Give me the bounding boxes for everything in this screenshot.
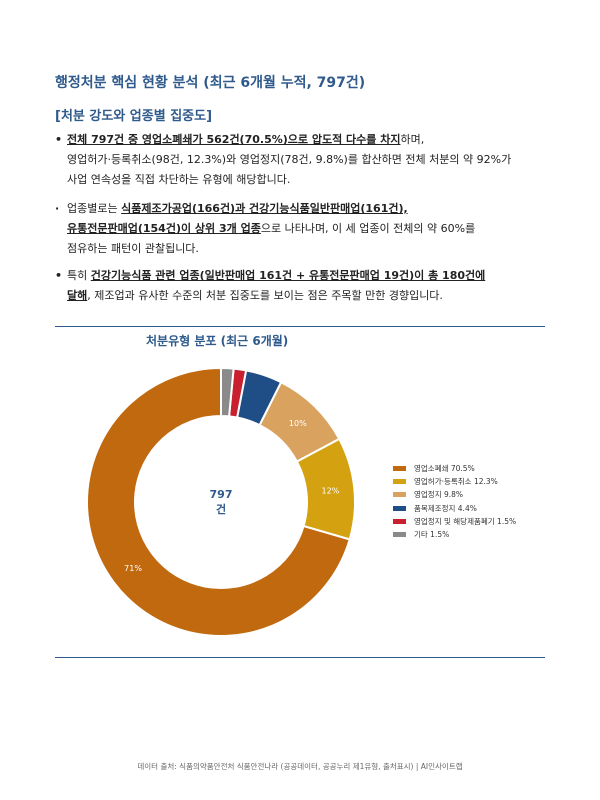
bullet-line: 영업허가·등록취소(98건, 12.3%)와 영업정지(78건, 9.8%)를 …	[67, 153, 512, 166]
bullet-text: 하며,	[400, 133, 425, 146]
legend-swatch	[393, 518, 406, 524]
legend-swatch	[393, 532, 406, 538]
bullet-item-overall: • 전체 797건 중 영업소폐쇄가 562건(70.5%)으로 압도적 다수를…	[55, 130, 555, 190]
legend-label: 영업정지 및 해당제품폐기 1.5%	[414, 516, 517, 526]
bullet-item-industry: · 업종별로는 식품제조가공업(166건)과 건강기능식품일반판매업(161건)…	[55, 199, 555, 259]
chart-top-divider	[55, 326, 545, 327]
footer-source: 데이터 출처: 식품의약품안전처 식품안전나라 (공공데이터, 공공누리 제1유…	[137, 762, 463, 771]
slice-data-label: 10%	[289, 419, 307, 428]
legend-label: 기타 1.5%	[414, 530, 450, 540]
section-heading: [처분 강도와 업종별 집중도]	[55, 109, 213, 124]
bullet-body: 업종별로는 식품제조가공업(166건)과 건강기능식품일반판매업(161건), …	[67, 199, 555, 259]
bullet-line: 달해, 제조업과 유사한 수준의 처분 집중도를 보이는 점은 주목할 만한 경…	[67, 286, 555, 306]
legend-label: 영업허가·등록취소 12.3%	[414, 477, 498, 487]
donut-center-value: 797	[210, 488, 233, 501]
legend-item: 영업정지 9.8%	[393, 488, 516, 501]
bullet-line: 점유하는 패턴이 관찰됩니다.	[67, 242, 199, 255]
bullet-highlight: 유통전문판매업(154건)이 상위 3개 업종	[67, 222, 261, 235]
chart-title: 처분유형 분포 (최근 6개월)	[146, 334, 289, 348]
donut-center-unit: 건	[216, 502, 226, 516]
legend-swatch	[393, 479, 406, 485]
bullet-marker: •	[55, 133, 63, 146]
legend-swatch	[393, 492, 406, 498]
bullet-text: 특히	[67, 269, 91, 282]
pie-slice-6	[220, 366, 235, 418]
legend-label: 영업정지 9.8%	[414, 490, 464, 500]
legend-swatch	[393, 466, 406, 472]
bullet-text: , 제조업과 유사한 수준의 처분 집중도를 보이는 점은 주목할 만한 경향입…	[87, 289, 443, 302]
page-title: 행정처분 핵심 현황 분석 (최근 6개월 누적, 797건)	[55, 75, 366, 91]
pie-slice-1	[86, 366, 351, 637]
chart-legend: 영업소폐쇄 70.5% 영업허가·등록취소 12.3% 영업정지 9.8% 품목제조정…	[393, 462, 516, 541]
bullet-text: 으로 나타나며, 이 세 업종이 전체의 약 60%를	[260, 222, 476, 235]
slice-data-label: 71%	[124, 564, 142, 573]
bullet-highlight: 달해	[67, 289, 88, 302]
bullet-line: 전체 797건 중 영업소폐쇄가 562건(70.5%)으로 압도적 다수를 차…	[67, 130, 555, 150]
bullet-highlight: 건강기능식품 관련 업종(일반판매업 161건 + 유통전문판매업 19건)이 …	[90, 269, 486, 282]
legend-item: 영업정지 및 해당제품폐기 1.5%	[393, 515, 516, 528]
bullet-body: 특히 건강기능식품 관련 업종(일반판매업 161건 + 유통전문판매업 19건…	[67, 266, 555, 306]
bullet-item-health-food: • 특히 건강기능식품 관련 업종(일반판매업 161건 + 유통전문판매업 1…	[55, 266, 555, 306]
legend-swatch	[393, 505, 406, 511]
bullet-marker: •	[55, 269, 63, 282]
legend-item: 기타 1.5%	[393, 528, 516, 541]
slice-data-label: 12%	[322, 487, 340, 496]
bullet-line: 업종별로는 식품제조가공업(166건)과 건강기능식품일반판매업(161건),	[67, 199, 555, 219]
chart-bottom-divider	[55, 657, 545, 658]
bullet-highlight: 전체 797건 중 영업소폐쇄가 562건(70.5%)으로 압도적 다수를 차…	[67, 133, 401, 146]
bullet-highlight: 식품제조가공업(166건)과 건강기능식품일반판매업(161건),	[121, 202, 408, 215]
legend-label: 품목제조정지 4.4%	[414, 503, 477, 513]
bullet-marker: ·	[55, 202, 60, 215]
bullet-line: 유통전문판매업(154건)이 상위 3개 업종으로 나타나며, 이 세 업종이 …	[67, 219, 555, 239]
legend-item: 품목제조정지 4.4%	[393, 502, 516, 515]
bullet-text: 업종별로는	[67, 202, 122, 215]
legend-label: 영업소폐쇄 70.5%	[414, 464, 475, 474]
bullet-body: 전체 797건 중 영업소폐쇄가 562건(70.5%)으로 압도적 다수를 차…	[67, 130, 555, 190]
legend-item: 영업허가·등록취소 12.3%	[393, 475, 516, 488]
bullet-line: 특히 건강기능식품 관련 업종(일반판매업 161건 + 유통전문판매업 19건…	[67, 266, 555, 286]
legend-item: 영업소폐쇄 70.5%	[393, 462, 516, 475]
bullet-line: 사업 연속성을 직접 차단하는 유형에 해당합니다.	[67, 173, 291, 186]
